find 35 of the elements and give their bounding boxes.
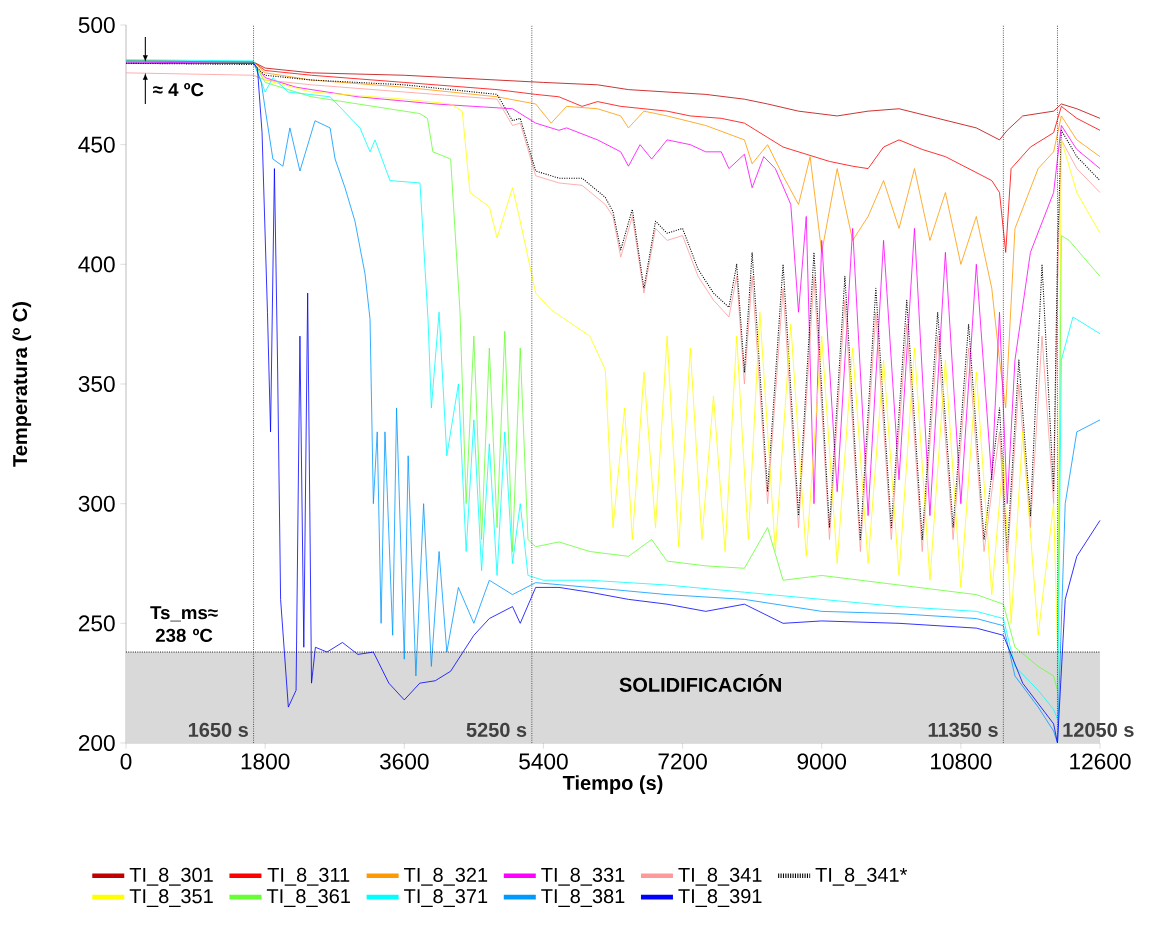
x-tick-label: 9000 bbox=[797, 753, 847, 770]
y-tick-label: 250 bbox=[78, 615, 115, 632]
legend-label: TI_8_371 bbox=[404, 889, 488, 908]
legend-label: TI_8_301 bbox=[129, 867, 213, 886]
ref-line-label: Ts_ms≈ 238 ºC bbox=[150, 606, 218, 642]
x-tick-label: 10800 bbox=[931, 753, 992, 770]
legend-label: TI_8_341* bbox=[815, 867, 908, 886]
y-tick-label: 450 bbox=[78, 136, 115, 153]
legend-label: TI_8_381 bbox=[541, 889, 625, 908]
legend-label: TI_8_331 bbox=[541, 867, 625, 886]
x-tick-label: 5400 bbox=[519, 753, 568, 770]
ref-line-label: 12050 s bbox=[1063, 722, 1134, 737]
x-tick-label: 7200 bbox=[658, 753, 707, 770]
y-tick-label: 400 bbox=[78, 256, 115, 273]
legend-label: TI_8_391 bbox=[678, 889, 762, 908]
legend-label: TI_8_351 bbox=[129, 889, 213, 908]
band-label: SOLIDIFICACIÓN bbox=[619, 674, 781, 692]
ref-line-label: 5250 s bbox=[466, 722, 527, 737]
legend-label: TI_8_341 bbox=[678, 867, 762, 886]
legend-label: TI_8_311 bbox=[267, 867, 350, 886]
y-axis-title: Temperatura (º C) bbox=[12, 302, 32, 467]
ref-line-label: 11350 s bbox=[928, 722, 998, 737]
x-tick-label: 0 bbox=[120, 753, 132, 770]
legend-label: TI_8_321 bbox=[404, 867, 488, 886]
x-tick-label: 3600 bbox=[379, 753, 429, 770]
y-tick-label: 350 bbox=[78, 375, 115, 393]
y-tick-label: 300 bbox=[78, 495, 115, 512]
legend-label: TI_8_361 bbox=[266, 889, 350, 908]
y-tick-label: 200 bbox=[78, 734, 115, 752]
y-tick-label: 500 bbox=[78, 16, 115, 34]
annotation: ≈ 4 ºC bbox=[153, 82, 204, 97]
x-axis-title: Tiempo (s) bbox=[562, 775, 663, 794]
x-tick-label: 1800 bbox=[241, 753, 290, 770]
ref-line-label: 1650 s bbox=[188, 722, 248, 737]
x-tick-label: 12600 bbox=[1070, 753, 1131, 770]
